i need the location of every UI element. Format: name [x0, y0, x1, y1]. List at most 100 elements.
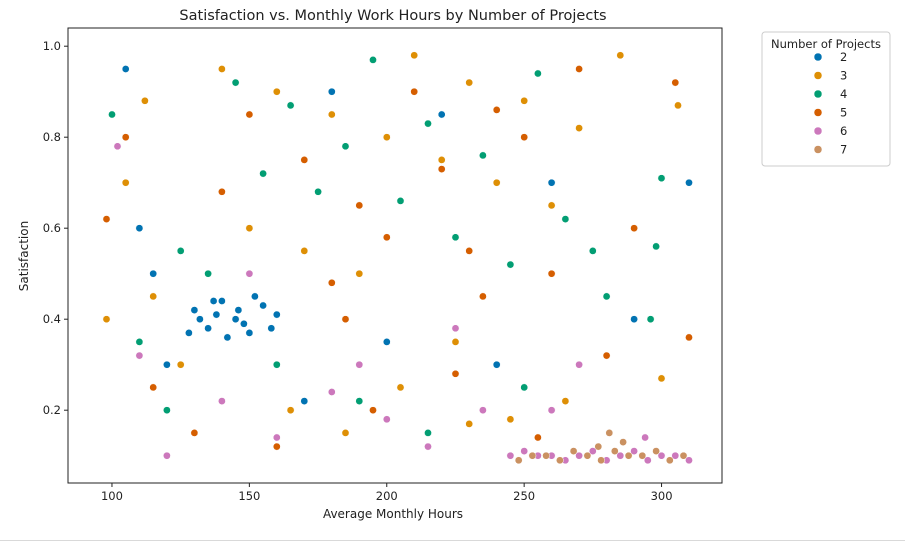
scatter-point-projects-4: [272, 360, 281, 369]
scatter-point-projects-4: [259, 169, 267, 178]
scatter-point-projects-2: [492, 360, 501, 369]
scatter-point-projects-3: [176, 360, 185, 369]
scatter-point-projects-6: [135, 351, 144, 360]
scatter-point-projects-5: [575, 65, 583, 73]
scatter-points: [102, 51, 693, 465]
legend-marker-7: [813, 145, 823, 154]
scatter-point-projects-7: [583, 451, 592, 460]
scatter-point-projects-5: [102, 215, 111, 223]
scatter-point-projects-3: [492, 178, 501, 187]
scatter-point-projects-2: [204, 324, 212, 333]
x-tick-label: 100: [101, 489, 123, 503]
y-tick-label: 0.4: [43, 312, 61, 326]
scatter-point-projects-3: [437, 156, 446, 164]
scatter-point-projects-3: [355, 269, 364, 278]
scatter-point-projects-6: [641, 433, 649, 442]
scatter-point-projects-6: [671, 451, 680, 460]
scatter-point-projects-7: [679, 451, 688, 460]
scatter-point-projects-7: [594, 442, 603, 451]
x-tick-label: 150: [238, 489, 260, 503]
scatter-point-projects-6: [657, 451, 666, 460]
scatter-point-projects-7: [652, 447, 660, 455]
y-axis-label: Satisfaction: [17, 221, 31, 291]
scatter-point-projects-5: [341, 315, 350, 324]
scatter-point-projects-4: [451, 233, 460, 242]
scatter-point-projects-6: [382, 415, 391, 424]
scatter-point-projects-6: [630, 447, 638, 455]
scatter-point-projects-2: [209, 297, 218, 305]
scatter-point-projects-4: [396, 197, 405, 205]
scatter-point-projects-3: [547, 201, 556, 210]
scatter-point-projects-3: [575, 124, 583, 132]
legend-label: 3: [840, 69, 847, 83]
scatter-point-projects-2: [630, 315, 638, 324]
scatter-point-projects-3: [465, 420, 474, 428]
scatter-point-projects-4: [163, 406, 171, 415]
legend-label: 4: [840, 87, 847, 101]
scatter-point-projects-5: [369, 406, 377, 415]
scatter-point-projects-2: [135, 224, 144, 233]
scatter-point-projects-6: [643, 456, 652, 465]
scatter-point-projects-5: [534, 433, 542, 442]
chart-title: Satisfaction vs. Monthly Work Hours by N…: [179, 8, 606, 24]
scatter-point-projects-5: [382, 233, 391, 242]
scatter-point-projects-4: [534, 69, 542, 78]
legend-label: 5: [840, 106, 847, 120]
scatter-point-projects-7: [528, 451, 537, 460]
scatter-point-projects-5: [218, 187, 226, 196]
scatter-point-projects-6: [479, 406, 487, 415]
scatter-point-projects-6: [163, 451, 171, 460]
scatter-point-projects-5: [190, 429, 199, 437]
scatter-point-projects-4: [176, 247, 185, 255]
scatter-point-projects-4: [355, 397, 364, 405]
scatter-point-projects-5: [149, 383, 158, 392]
scatter-point-projects-3: [341, 429, 350, 437]
scatter-point-projects-3: [396, 383, 405, 392]
y-tick-label: 0.6: [43, 221, 61, 235]
x-tick-label: 300: [651, 489, 673, 503]
scatter-point-projects-3: [561, 397, 570, 405]
scatter-point-projects-5: [492, 106, 501, 114]
scatter-point-projects-2: [218, 297, 226, 305]
scatter-point-projects-5: [245, 110, 254, 119]
scatter-point-projects-4: [520, 383, 529, 392]
scatter-point-projects-2: [547, 178, 556, 187]
legend-frame: [761, 31, 891, 167]
scatter-point-projects-4: [204, 269, 212, 278]
scatter-point-projects-3: [327, 110, 336, 119]
scatter-point-projects-3: [382, 133, 391, 142]
x-tick-label: 200: [376, 489, 398, 503]
scatter-point-projects-7: [597, 456, 605, 465]
scatter-point-projects-2: [234, 306, 243, 314]
plot-frame: [67, 27, 723, 484]
scatter-point-projects-3: [149, 292, 158, 301]
scatter-point-projects-6: [272, 433, 281, 442]
scatter-point-projects-6: [506, 451, 515, 460]
scatter-point-projects-7: [665, 456, 674, 465]
scatter-point-projects-3: [141, 96, 149, 105]
scatter-point-projects-6: [218, 397, 226, 405]
scatter-point-projects-5: [327, 278, 336, 287]
scatter-point-projects-7: [542, 451, 550, 460]
scatter-point-projects-4: [135, 338, 144, 346]
scatter-point-projects-4: [424, 119, 432, 128]
divider: [0, 540, 905, 541]
scatter-point-projects-2: [149, 269, 158, 278]
scatter-point-projects-7: [638, 451, 647, 460]
scatter-point-projects-7: [514, 456, 523, 465]
scatter-point-projects-6: [327, 388, 336, 396]
scatter-point-projects-7: [619, 438, 627, 446]
scatter-point-projects-2: [382, 338, 391, 346]
scatter-point-projects-7: [624, 451, 633, 460]
scatter-point-projects-4: [479, 151, 487, 160]
scatter-point-projects-5: [410, 87, 419, 96]
scatter-point-projects-2: [231, 315, 240, 324]
scatter-point-projects-5: [671, 78, 680, 87]
scatter-point-projects-3: [218, 65, 226, 73]
scatter-point-projects-5: [437, 165, 446, 173]
scatter-point-projects-4: [314, 187, 322, 196]
x-axis-label: Average Monthly Hours: [323, 507, 463, 521]
scatter-point-projects-6: [424, 442, 432, 451]
scatter-point-projects-3: [451, 338, 460, 346]
